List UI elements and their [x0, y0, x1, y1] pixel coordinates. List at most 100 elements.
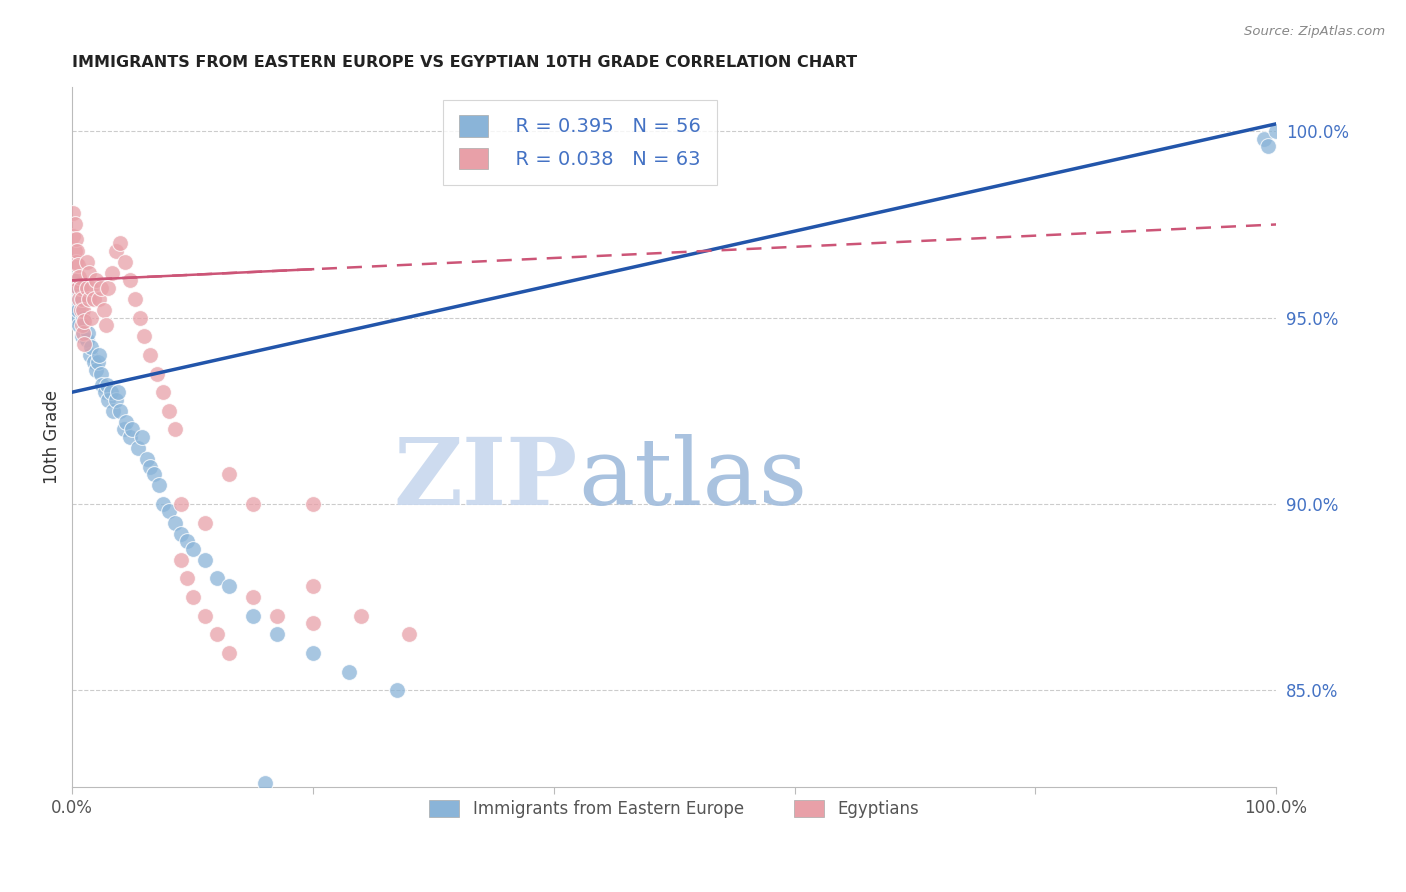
Point	[118, 273, 141, 287]
Point	[67, 259, 90, 273]
Point	[121, 422, 143, 436]
Point	[83, 292, 105, 306]
Point	[97, 392, 120, 407]
Point	[112, 422, 135, 436]
Point	[84, 363, 107, 377]
Point	[218, 467, 240, 482]
Point	[97, 281, 120, 295]
Point	[176, 572, 198, 586]
Point	[242, 590, 264, 604]
Point	[194, 553, 217, 567]
Point	[94, 318, 117, 332]
Point	[80, 310, 103, 325]
Point	[72, 310, 94, 325]
Point	[69, 292, 91, 306]
Point	[72, 303, 94, 318]
Text: ZIP: ZIP	[394, 434, 578, 524]
Point	[176, 534, 198, 549]
Point	[157, 504, 180, 518]
Point	[350, 608, 373, 623]
Point	[169, 553, 191, 567]
Point	[148, 478, 170, 492]
Point	[87, 292, 110, 306]
Point	[134, 329, 156, 343]
Point	[73, 318, 96, 332]
Point	[70, 318, 93, 332]
Point	[169, 526, 191, 541]
Point	[266, 608, 288, 623]
Point	[115, 415, 138, 429]
Point	[80, 281, 103, 295]
Point	[69, 292, 91, 306]
Point	[398, 627, 420, 641]
Point	[77, 266, 100, 280]
Point	[152, 385, 174, 400]
Point	[253, 776, 276, 790]
Point	[1253, 132, 1275, 146]
Point	[86, 355, 108, 369]
Point	[93, 303, 115, 318]
Point	[69, 281, 91, 295]
Text: atlas: atlas	[578, 434, 807, 524]
Point	[65, 232, 87, 246]
Point	[72, 326, 94, 340]
Point	[62, 206, 84, 220]
Text: Source: ZipAtlas.com: Source: ZipAtlas.com	[1244, 25, 1385, 38]
Point	[101, 266, 124, 280]
Point	[69, 318, 91, 332]
Point	[77, 292, 100, 306]
Point	[63, 244, 86, 258]
Point	[104, 244, 127, 258]
Point	[79, 348, 101, 362]
Point	[104, 392, 127, 407]
Point	[63, 292, 86, 306]
Point	[205, 627, 228, 641]
Point	[139, 348, 162, 362]
Point	[139, 459, 162, 474]
Point	[128, 310, 150, 325]
Point	[194, 516, 217, 530]
Point	[69, 269, 91, 284]
Point	[80, 341, 103, 355]
Point	[93, 385, 115, 400]
Point	[90, 281, 112, 295]
Point	[114, 254, 136, 268]
Point	[87, 348, 110, 362]
Point	[302, 497, 325, 511]
Point	[181, 541, 204, 556]
Point	[66, 273, 89, 287]
Point	[302, 616, 325, 631]
Point	[266, 627, 288, 641]
Point	[387, 683, 409, 698]
Point	[169, 497, 191, 511]
Y-axis label: 10th Grade: 10th Grade	[44, 390, 60, 483]
Point	[69, 303, 91, 318]
Point	[67, 303, 90, 318]
Point	[90, 367, 112, 381]
Point	[70, 292, 93, 306]
Point	[76, 281, 98, 295]
Point	[73, 314, 96, 328]
Point	[157, 404, 180, 418]
Point	[101, 404, 124, 418]
Point	[152, 497, 174, 511]
Point	[163, 516, 186, 530]
Point	[63, 218, 86, 232]
Point	[143, 467, 166, 482]
Point	[131, 430, 153, 444]
Point	[66, 244, 89, 258]
Point	[110, 404, 132, 418]
Point	[65, 281, 87, 295]
Point	[76, 254, 98, 268]
Point	[1257, 139, 1279, 153]
Point	[118, 430, 141, 444]
Point	[65, 254, 87, 268]
Point	[127, 441, 149, 455]
Point	[62, 273, 84, 287]
Point	[302, 646, 325, 660]
Point	[76, 333, 98, 347]
Point	[181, 590, 204, 604]
Point	[337, 665, 360, 679]
Point	[62, 228, 84, 243]
Point	[205, 572, 228, 586]
